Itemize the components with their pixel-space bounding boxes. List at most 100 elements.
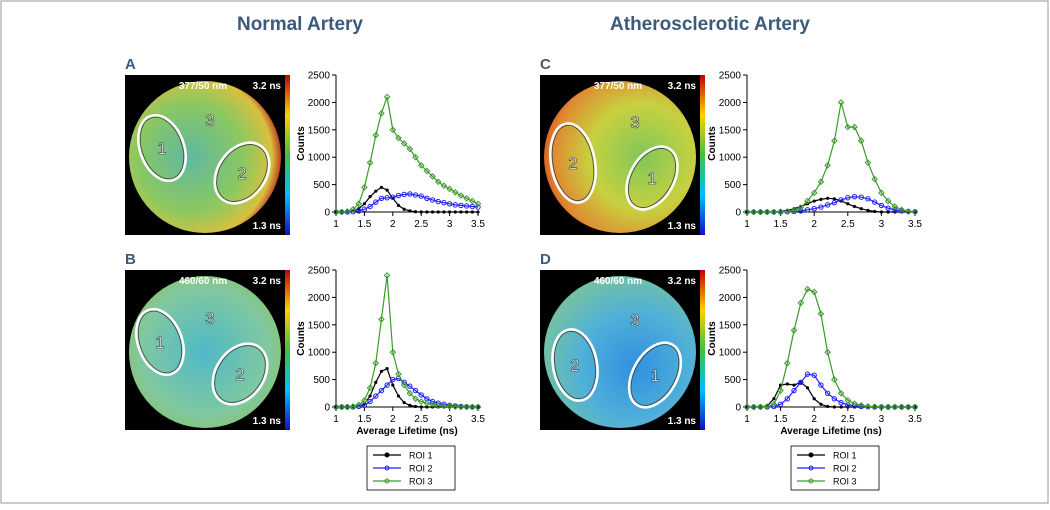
- point: [770, 400, 778, 408]
- panel-letter: C: [540, 56, 551, 73]
- point: [378, 110, 385, 117]
- point: [871, 175, 878, 183]
- x-tick-label: 2.5: [841, 219, 855, 230]
- legend-marker: [808, 465, 814, 471]
- point: [904, 403, 912, 411]
- x-tick-label: 2: [390, 414, 396, 425]
- panel-letter: A: [125, 56, 136, 73]
- point: [446, 403, 453, 410]
- point: [366, 159, 374, 166]
- point: [831, 137, 838, 145]
- roi-label: 2: [570, 356, 579, 375]
- y-tick-label: 1500: [308, 125, 331, 136]
- point: [368, 195, 372, 199]
- point: [338, 208, 345, 216]
- point: [750, 208, 758, 216]
- point: [790, 326, 798, 334]
- point: [885, 205, 891, 211]
- y-tick-label: 1000: [308, 153, 331, 164]
- artery-section: [129, 81, 281, 233]
- point: [390, 376, 396, 383]
- legend-marker: [384, 452, 390, 458]
- y-tick-label: 0: [735, 403, 741, 414]
- y-tick-label: 0: [324, 208, 330, 219]
- roi-outline: [135, 307, 185, 377]
- point: [412, 387, 419, 394]
- point: [453, 210, 457, 214]
- point: [383, 272, 391, 279]
- point: [423, 167, 431, 175]
- legend-label: ROI 2: [833, 464, 857, 474]
- point: [429, 173, 436, 180]
- point: [824, 348, 831, 356]
- x-tick-label: 2.5: [841, 414, 855, 425]
- roi-outline-inner: [554, 330, 596, 400]
- y-axis-label: Counts: [707, 321, 718, 356]
- point: [476, 210, 480, 214]
- point: [424, 195, 430, 202]
- legend-label: ROI 3: [409, 477, 433, 487]
- y-tick-label: 500: [724, 180, 741, 191]
- point: [441, 199, 447, 206]
- point: [470, 210, 474, 214]
- point: [837, 99, 845, 106]
- point: [797, 204, 805, 211]
- point: [878, 189, 885, 197]
- point: [792, 383, 796, 387]
- point: [804, 371, 811, 377]
- point: [805, 386, 810, 390]
- point: [818, 382, 824, 388]
- x-tick-label: 3: [447, 219, 453, 230]
- point: [463, 194, 470, 202]
- series-line: [747, 373, 915, 408]
- point: [412, 153, 419, 161]
- colorbar-max: 3.2 ns: [668, 276, 697, 287]
- point: [475, 204, 481, 210]
- point: [440, 182, 448, 190]
- filter-label: 377/50 nm: [179, 81, 227, 92]
- x-tick-label: 1.5: [774, 414, 788, 425]
- point: [389, 126, 397, 134]
- colorbar-min: 1.3 ns: [668, 416, 697, 427]
- point: [366, 384, 374, 392]
- y-tick-label: 2000: [719, 98, 742, 109]
- point: [818, 204, 824, 210]
- point: [434, 402, 442, 409]
- x-tick-label: 3: [879, 414, 885, 425]
- point: [763, 403, 771, 410]
- y-tick-label: 2000: [308, 293, 331, 304]
- colorbar-max: 3.2 ns: [253, 276, 282, 287]
- point: [344, 403, 351, 411]
- point: [851, 193, 858, 200]
- point: [418, 392, 424, 398]
- point: [824, 162, 831, 169]
- point: [743, 208, 751, 216]
- point: [372, 359, 380, 367]
- point: [378, 316, 385, 323]
- roi-label: 2: [237, 164, 246, 183]
- point: [838, 197, 844, 203]
- point: [859, 207, 863, 211]
- point: [361, 397, 368, 404]
- roi-outline: [211, 342, 269, 406]
- point: [865, 196, 871, 202]
- point: [391, 383, 395, 387]
- point: [884, 197, 892, 205]
- point: [412, 395, 419, 403]
- point: [442, 210, 446, 214]
- point: [385, 367, 389, 371]
- point: [349, 403, 357, 410]
- point: [879, 210, 884, 214]
- series-line: [747, 288, 915, 408]
- colorbar: [700, 270, 705, 430]
- point: [810, 189, 818, 197]
- point: [898, 206, 905, 214]
- point: [851, 400, 858, 408]
- roi-outline-inner: [214, 345, 266, 403]
- point: [417, 398, 425, 405]
- legend-label: ROI 3: [833, 477, 857, 487]
- x-tick-label: 1.5: [774, 219, 788, 230]
- panel-letter: B: [125, 251, 136, 268]
- point: [407, 383, 413, 389]
- artery-section: [544, 81, 696, 233]
